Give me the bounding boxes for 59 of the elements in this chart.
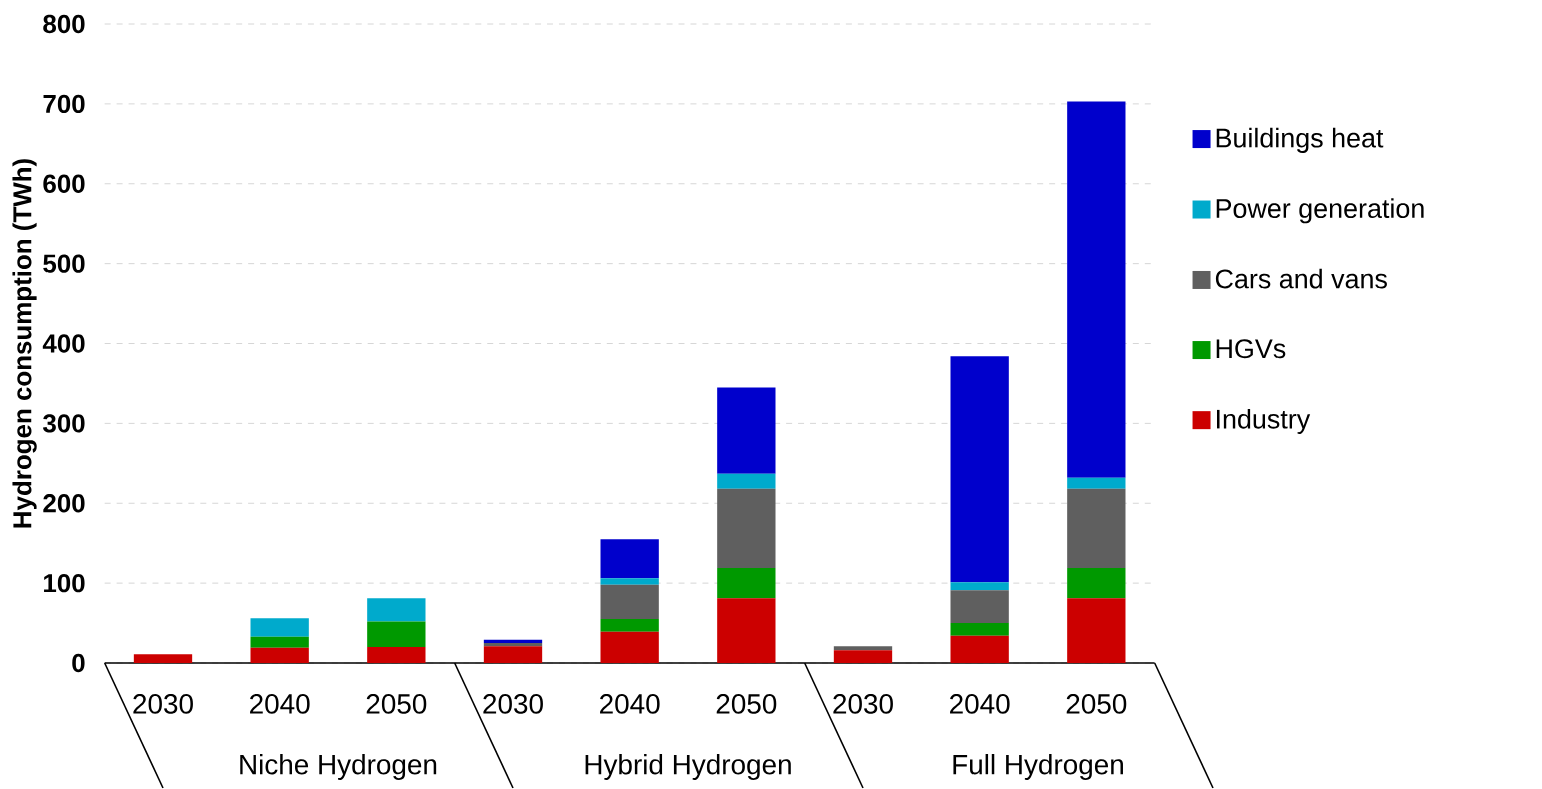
bar [600, 539, 659, 579]
bar [1067, 598, 1126, 664]
legend-label: HGVs [1216, 339, 1286, 359]
x-tick-label: 2040 [950, 694, 1010, 714]
y-tick-label: 100 [44, 574, 85, 593]
bar [1067, 477, 1126, 489]
bar [717, 598, 776, 664]
y-axis-title: Hydrogen consumption (TWh) [12, 159, 37, 528]
bar [950, 635, 1009, 664]
y-tick-label: 400 [42, 334, 85, 353]
bar [1067, 488, 1126, 569]
text: Full Hydrogen [953, 754, 1123, 781]
bar [950, 590, 1009, 624]
legend-label: Cars and vans [1215, 268, 1387, 289]
bar [717, 488, 776, 569]
bar [483, 646, 543, 664]
y-tick-label: 500 [43, 254, 85, 273]
bar [133, 654, 193, 664]
y-tick-label: 700 [43, 94, 85, 114]
x-tick-label: 2050 [716, 694, 777, 714]
bar [600, 631, 659, 664]
x-tick-label: 2050 [366, 694, 427, 714]
bar [483, 639, 543, 644]
bar [717, 568, 776, 599]
x-tick-label: 2040 [250, 694, 310, 714]
bar [367, 647, 426, 664]
bar [1067, 101, 1126, 478]
x-tick-label: 2050 [1066, 694, 1127, 714]
bar [833, 650, 893, 664]
y-tick-label: 200 [43, 494, 85, 513]
bar [250, 647, 309, 664]
bar [950, 582, 1009, 591]
legend-label: Power generation [1216, 198, 1424, 224]
x-tick-label: 2030 [483, 694, 543, 714]
bar [367, 598, 426, 622]
x-tick-label: 2040 [600, 694, 660, 714]
bar [833, 646, 893, 651]
legend-label: Buildings heat [1216, 127, 1384, 153]
bar [367, 621, 426, 648]
bar [1067, 568, 1126, 599]
y-tick-label: 600 [43, 174, 85, 194]
bar [950, 356, 1009, 583]
bar [717, 387, 776, 474]
bar [600, 584, 659, 620]
bar [250, 636, 309, 648]
bar [250, 618, 309, 637]
bar [950, 623, 1009, 636]
y-tick-label: 300 [43, 414, 85, 433]
y-tick-label: 800 [43, 14, 85, 34]
text: Niche Hydrogen [240, 754, 437, 781]
x-tick-label: 2030 [833, 694, 893, 714]
legend-label: Industry [1216, 409, 1311, 435]
text: Hybrid Hydrogen [585, 754, 791, 781]
bar [717, 473, 776, 489]
x-tick-label: 2030 [133, 694, 193, 714]
bar [483, 643, 543, 647]
bar [600, 578, 659, 585]
y-tick-label: 0 [72, 653, 85, 673]
bar [600, 619, 659, 632]
